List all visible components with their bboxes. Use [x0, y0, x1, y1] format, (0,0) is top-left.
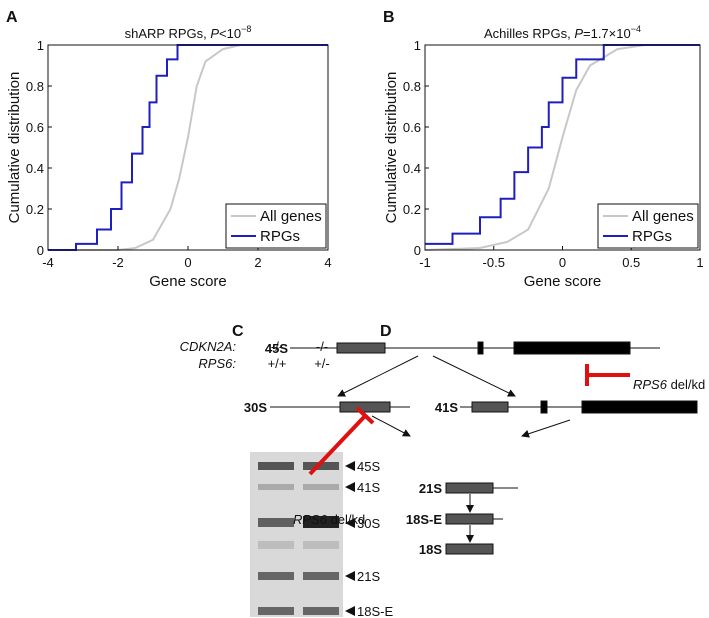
y-tick-label: 0: [414, 243, 421, 258]
title-relation: =1.7×10: [583, 26, 631, 41]
colon: :: [232, 356, 236, 371]
y-tick-label: 0.8: [403, 79, 421, 94]
title-text: Achilles RPGs,: [484, 26, 574, 41]
x-tick-label: 4: [324, 255, 331, 270]
title-p: P: [574, 26, 583, 41]
band-label: 45S: [357, 459, 380, 474]
cdf-line: [48, 44, 328, 251]
x-tick-label: -4: [42, 255, 54, 270]
genotype: +/-: [314, 356, 330, 371]
genotype: -/-: [316, 339, 328, 354]
y-tick-label: 0: [37, 243, 44, 258]
legend-label: All genes: [632, 208, 694, 225]
y-tick-label: 0.8: [26, 79, 44, 94]
colon: :: [232, 339, 236, 354]
x-tick-label: 0: [184, 255, 191, 270]
label: del/kd: [327, 512, 365, 527]
title-exponent: −4: [631, 24, 641, 34]
legend-label: RPGs: [632, 228, 672, 245]
band-label: 41S: [357, 480, 380, 495]
x-tick-label: 1: [696, 255, 703, 270]
row-label: RPS6:: [198, 356, 236, 371]
inhibitor-label: RPS6 del/kd: [293, 512, 365, 527]
band-label: 30S: [357, 516, 380, 531]
band-label: 21S: [357, 569, 380, 584]
gene: RPS6: [293, 512, 328, 527]
node-label: 18S: [419, 542, 442, 557]
title-relation: <10: [219, 26, 241, 41]
cdf-line: [425, 44, 700, 245]
cdf-line: [48, 44, 328, 251]
x-tick-label: -2: [112, 255, 124, 270]
genotype: +/+: [268, 356, 287, 371]
y-tick-label: 1: [37, 38, 44, 53]
node-label: 18S-E: [406, 512, 442, 527]
y-tick-label: 0.6: [26, 120, 44, 135]
panel-letter: B: [383, 9, 395, 26]
title-exponent: −8: [241, 24, 251, 34]
x-axis-label: Gene score: [524, 273, 602, 290]
panel-letter: D: [380, 323, 392, 340]
y-axis-label: Cumulative distribution: [383, 72, 400, 224]
x-tick-label: 0.5: [622, 255, 640, 270]
x-tick-label: -0.5: [483, 255, 505, 270]
node-label: 21S: [419, 481, 442, 496]
gene: RPS6: [198, 356, 233, 371]
y-tick-label: 1: [414, 38, 421, 53]
panel-letter: A: [6, 9, 18, 26]
panel-letter: C: [232, 323, 244, 340]
x-tick-label: 0: [559, 255, 566, 270]
legend-box: [225, 203, 327, 249]
gene: CDKN2A: [180, 339, 233, 354]
diagram-shapes: [270, 341, 698, 555]
y-tick-label: 0.2: [26, 202, 44, 217]
legend-box: [597, 203, 699, 249]
node-label: 30S: [244, 400, 267, 415]
title-text: shARP RPGs,: [125, 26, 211, 41]
node-label: 41S: [435, 400, 458, 415]
y-tick-label: 0.4: [403, 161, 421, 176]
inhibitor-label: RPS6 del/kd: [633, 377, 705, 392]
label: del/kd: [667, 377, 705, 392]
y-axis-label: Cumulative distribution: [6, 72, 23, 224]
cdf-line: [424, 44, 700, 251]
legend-label: All genes: [260, 208, 322, 225]
y-tick-label: 0.2: [403, 202, 421, 217]
chart-title: shARP RPGs, P<10−8: [125, 24, 252, 41]
y-tick-label: 0.6: [403, 120, 421, 135]
row-label: CDKN2A:: [180, 339, 237, 354]
y-tick-label: 0.4: [26, 161, 44, 176]
gene: RPS6: [633, 377, 668, 392]
genotype: -/-: [271, 339, 283, 354]
title-p: P: [210, 26, 219, 41]
legend-label: RPGs: [260, 228, 300, 245]
x-tick-label: -1: [419, 255, 431, 270]
gel: [250, 452, 355, 617]
x-tick-label: 2: [254, 255, 261, 270]
band-label: 18S-E: [357, 604, 393, 618]
node-label: 45S: [265, 341, 288, 356]
chart-title: Achilles RPGs, P=1.7×10−4: [484, 24, 641, 41]
x-axis-label: Gene score: [149, 273, 227, 290]
